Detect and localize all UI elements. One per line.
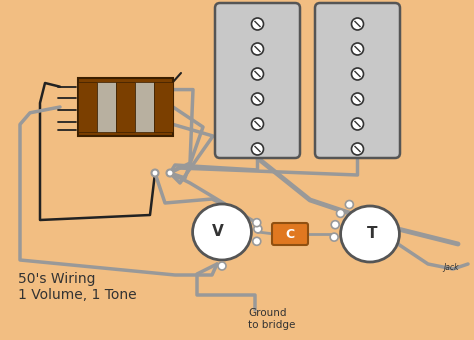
Circle shape (253, 237, 261, 245)
FancyBboxPatch shape (272, 223, 308, 245)
Text: C: C (285, 227, 294, 240)
Circle shape (352, 18, 364, 30)
Circle shape (352, 143, 364, 155)
Circle shape (252, 118, 264, 130)
Bar (78, 78, 173, 136)
Bar (78, 82, 97, 132)
Circle shape (330, 233, 338, 241)
Ellipse shape (192, 204, 251, 260)
Circle shape (252, 43, 264, 55)
Circle shape (152, 170, 158, 176)
FancyBboxPatch shape (315, 3, 400, 158)
Circle shape (218, 262, 226, 270)
Circle shape (252, 93, 264, 105)
Circle shape (352, 43, 364, 55)
Circle shape (253, 219, 261, 227)
Circle shape (331, 221, 339, 229)
Circle shape (352, 118, 364, 130)
Text: Ground
to bridge: Ground to bridge (248, 308, 295, 329)
Circle shape (337, 209, 345, 217)
Circle shape (346, 201, 353, 208)
Circle shape (252, 18, 264, 30)
Circle shape (254, 225, 262, 233)
Ellipse shape (341, 206, 400, 262)
Circle shape (352, 93, 364, 105)
Circle shape (352, 68, 364, 80)
Circle shape (252, 68, 264, 80)
Bar (97, 82, 116, 132)
Text: Jack: Jack (443, 264, 458, 272)
Circle shape (252, 143, 264, 155)
Bar (154, 82, 173, 132)
Text: 50's Wiring
1 Volume, 1 Tone: 50's Wiring 1 Volume, 1 Tone (18, 272, 137, 302)
FancyBboxPatch shape (215, 3, 300, 158)
Text: V: V (212, 224, 224, 239)
Text: T: T (367, 226, 377, 241)
Bar (116, 82, 135, 132)
Circle shape (166, 170, 173, 176)
Bar (135, 82, 154, 132)
